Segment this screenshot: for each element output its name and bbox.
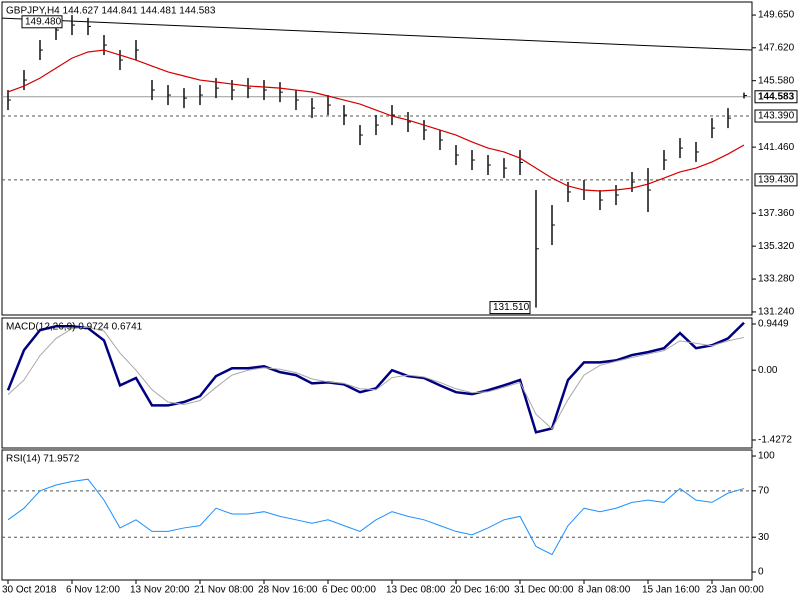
panel-frame	[1, 1, 753, 316]
level-label: 139.430	[758, 175, 795, 186]
current-price-label: 144.583	[758, 91, 795, 102]
y-tick-label: 135.320	[758, 241, 795, 252]
x-tick-label: 30 Oct 2018	[2, 585, 57, 596]
y-tick-label: 0	[758, 567, 764, 578]
x-tick-label: 13 Nov 20:00	[130, 585, 190, 596]
y-tick-label: -1.4272	[758, 435, 792, 446]
y-tick-label: 100	[758, 451, 775, 462]
current-price-box	[754, 90, 798, 104]
y-tick-label: 0.9449	[758, 319, 789, 330]
y-tick-label: 131.240	[758, 307, 795, 318]
panel-frame	[1, 317, 753, 449]
y-tick-label: 149.650	[758, 10, 795, 21]
level-label: 143.390	[758, 111, 795, 122]
x-tick-label: 20 Dec 16:00	[450, 585, 510, 596]
panel-title: GBPJPY,H4 144.627 144.841 144.481 144.58…	[6, 6, 216, 17]
x-tick-label: 21 Nov 08:00	[194, 585, 254, 596]
panel-title: MACD(12,26,9) 0.9724 0.6741	[6, 322, 143, 333]
x-tick-label: 28 Nov 16:00	[258, 585, 318, 596]
level-label-box	[754, 109, 798, 123]
panel-title: RSI(14) 71.9572	[6, 454, 80, 465]
moving-average	[7, 49, 745, 192]
x-tick-label: 6 Nov 12:00	[66, 585, 120, 596]
x-tick-label: 23 Jan 00:00	[706, 585, 764, 596]
annotation-label: 149.480	[25, 16, 62, 27]
x-tick-label: 8 Jan 08:00	[578, 585, 631, 596]
y-tick-label: 137.360	[758, 208, 795, 219]
x-tick-label: 15 Jan 16:00	[642, 585, 700, 596]
y-tick-label: 70	[758, 485, 770, 496]
y-tick-label: 147.620	[758, 42, 795, 53]
x-tick-label: 6 Dec 00:00	[322, 585, 376, 596]
annotation-box	[21, 15, 63, 29]
y-tick-label: 145.580	[758, 75, 795, 86]
x-tick-label: 13 Dec 08:00	[386, 585, 446, 596]
series-line	[7, 326, 745, 430]
level-label-box	[754, 173, 798, 187]
annotation-label: 131.510	[493, 302, 530, 313]
y-tick-label: 0.00	[758, 365, 778, 376]
x-tick-label: 31 Dec 00:00	[514, 585, 574, 596]
y-tick-label: 30	[758, 532, 770, 543]
trend-line	[1, 17, 753, 51]
annotation-box	[489, 301, 531, 315]
series-line	[6, 321, 745, 434]
y-tick-label: 141.460	[758, 142, 795, 153]
panel-frame	[1, 449, 753, 581]
y-tick-label: 133.280	[758, 274, 795, 285]
series-line	[7, 478, 745, 556]
